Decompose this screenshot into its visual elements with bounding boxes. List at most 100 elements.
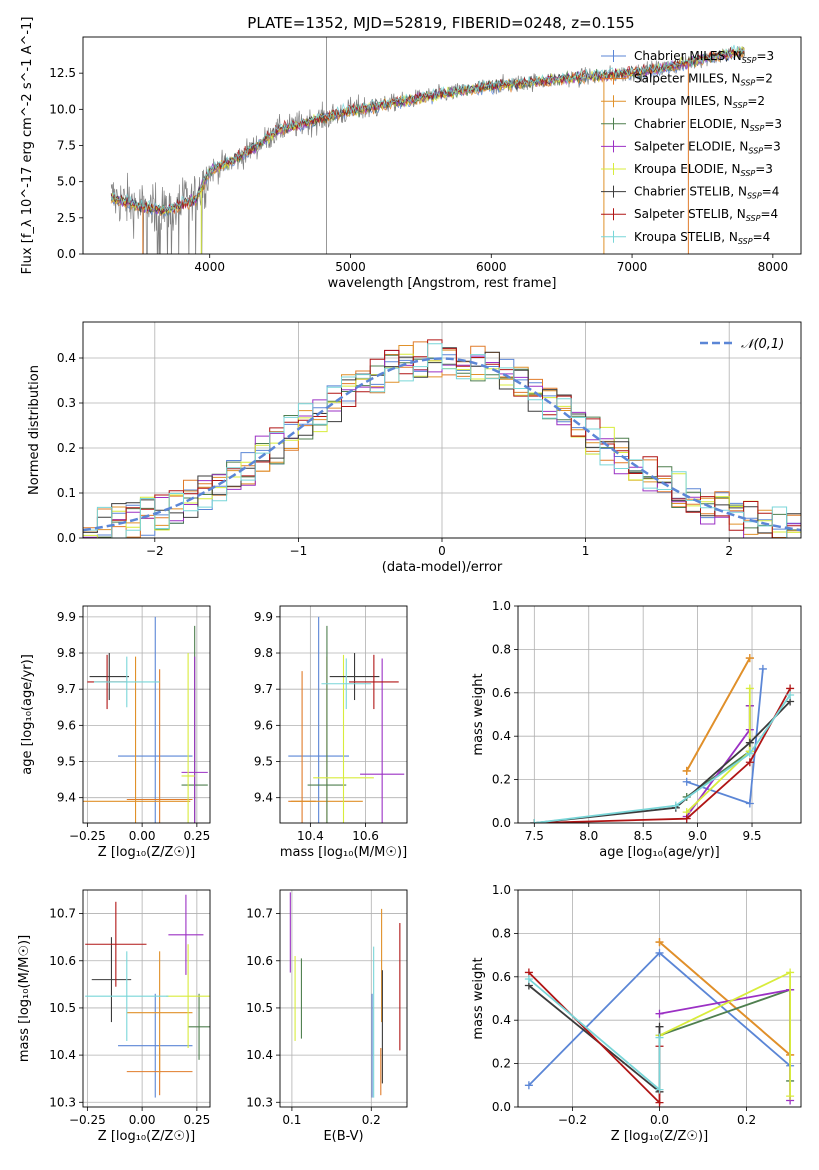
axes-mass-vs-EBV: 0.1 0.2 10.3 10.4 10.5 10.6 10.7 E(B-V) (246, 889, 408, 1144)
legend-label: Salpeter STELIB, NSSP=4 (634, 207, 778, 223)
legend-label: Kroupa MILES, NSSP=2 (634, 94, 765, 110)
tick-label-x: 10.4 (297, 829, 324, 843)
tick-label-y: 9.5 (254, 755, 273, 769)
tick-label-x: 6000 (476, 260, 507, 274)
tick-label-y: 9.7 (57, 682, 76, 696)
errorbar-salpeter-elodie (168, 894, 204, 975)
series-point (786, 968, 795, 977)
legend-label: Chabrier STELIB, NSSP=4 (634, 185, 779, 201)
series-point (530, 819, 539, 823)
plot-layer: 4000 5000 6000 7000 80000.02.55.07.510.012.5… (17, 17, 802, 1144)
tick-label-y: 0.2 (57, 441, 76, 455)
axes-weight-vs-Z: −0.2 0.0 0.2 0.0 0.2 0.4 0.6 0.8 1.0 Z [log₁₀(Z/Z… (471, 883, 802, 1144)
tick-label-x: −0.25 (69, 829, 106, 843)
tick-label-x: 0.25 (184, 1113, 211, 1127)
tick-label-x: 7.5 (525, 829, 544, 843)
plot-area-age-vs-mass (288, 616, 405, 823)
errorbar-chabrier-stelib (329, 653, 380, 701)
tick-label-y: 10.3 (49, 1095, 76, 1109)
tick-label-y: 9.4 (254, 791, 273, 805)
errorbar-chabrier-miles (118, 993, 193, 1098)
tick-label-y: 0.4 (57, 351, 76, 365)
axis-label-x: wavelength [Angstrom, rest frame] (328, 276, 557, 291)
axis-label-x: Z [log₁₀(Z/Z☉)] (611, 1129, 708, 1144)
series-point (655, 1085, 664, 1094)
tick-label-y: 10.4 (246, 1048, 273, 1062)
model-line (110, 44, 745, 213)
series-kroupa-stelib (530, 690, 795, 823)
errorbar-chabrier-miles (288, 616, 350, 823)
axes-spectrum: 4000 5000 6000 7000 8000 0.0 2.5 5.0 7.5 10.0 12.5… (20, 17, 802, 291)
series-point (758, 664, 767, 673)
tick-label-y: 9.9 (254, 610, 273, 624)
tick-label-x: 1 (582, 544, 590, 558)
tick-label-x: 0.00 (129, 1113, 156, 1127)
tick-label-x: 8000 (758, 260, 789, 274)
errorbar-chabrier-stelib (89, 653, 129, 701)
axis-label-x: age [log₁₀(age/yr)] (599, 845, 720, 860)
axes-frame (82, 36, 802, 255)
errorbar-kroupa-miles (126, 951, 193, 1074)
tick-label-x: 9.0 (688, 829, 707, 843)
tick-label-y: 0.8 (492, 926, 511, 940)
axis-label-x: E(B-V) (323, 1129, 363, 1144)
series-point (655, 1022, 664, 1031)
tick-label-y: 9.9 (57, 610, 76, 624)
errorbar-kroupa-stelib (93, 656, 160, 708)
tick-label-x: 2 (725, 544, 733, 558)
tick-label-y: 10.5 (246, 1001, 273, 1015)
tick-label-y: 0.0 (492, 816, 511, 830)
series-point (745, 684, 754, 693)
axes-age-vs-Z: −0.25 0.00 0.25 9.4 9.5 9.6 9.7 9.8 9.9 Z [log₁₀(… (20, 605, 211, 860)
histogram-salpeter-elodie (83, 350, 801, 538)
axes-frame (517, 605, 802, 824)
tick-label-y: 10.7 (49, 907, 76, 921)
axes-frame (82, 321, 802, 539)
series-point (655, 1033, 664, 1042)
series-point (745, 738, 754, 747)
legend-label: Salpeter ELODIE, NSSP=3 (634, 139, 781, 155)
plot-area-weight-vs-Z (524, 938, 795, 1107)
series-point (745, 749, 754, 758)
tick-label-y: 7.5 (57, 139, 76, 153)
tick-label-x: 0 (438, 544, 446, 558)
series-line (658, 941, 791, 1056)
tick-label-y: 5.0 (57, 175, 76, 189)
plot-area-mass-vs-EBV (289, 892, 401, 1098)
axis-label-y: mass weight (471, 957, 486, 1039)
axis-label-x: (data-model)/error (382, 560, 503, 575)
tick-label-x: 7000 (617, 260, 648, 274)
tick-label-y: 0.3 (57, 396, 76, 410)
tick-label-y: 0.4 (492, 1013, 511, 1027)
tick-label-y: 0.1 (57, 486, 76, 500)
series-point (655, 1098, 664, 1107)
tick-label-y: 10.3 (246, 1095, 273, 1109)
series-point (524, 1081, 533, 1090)
tick-label-y: 0.4 (492, 729, 511, 743)
axis-label-y: age [log₁₀(age/yr)] (20, 654, 35, 775)
axes-frame (82, 605, 211, 824)
series-point (682, 766, 691, 775)
series-kroupa-miles (682, 654, 754, 775)
legend-label: 𝒩(0,1) (741, 337, 784, 352)
tick-label-y: 0.2 (492, 1057, 511, 1071)
plot-area-weight-vs-age (530, 654, 795, 823)
axes-age-vs-mass: 10.4 10.6 9.4 9.5 9.6 9.7 9.8 9.9 mass [log₁₀(M/… (254, 605, 408, 860)
tick-label-x: −0.2 (558, 1113, 587, 1127)
tick-label-y: 9.4 (57, 791, 76, 805)
tick-label-x: 0.1 (282, 1113, 301, 1127)
tick-label-y: 9.8 (254, 646, 273, 660)
legend-label: Kroupa STELIB, NSSP=4 (634, 230, 770, 246)
errorbar-kroupa-elodie (313, 654, 374, 823)
tick-label-x: −1 (290, 544, 308, 558)
axis-label-y: Normed distribution (27, 365, 42, 495)
tick-label-y: 9.5 (57, 755, 76, 769)
errorbar-kroupa-stelib (85, 951, 169, 1041)
errorbar-kroupa-elodie (181, 653, 195, 823)
tick-label-y: 1.0 (492, 599, 511, 613)
series-line (534, 694, 791, 823)
axes-frame (279, 605, 408, 824)
axes-mass-vs-Z: −0.25 0.00 0.25 10.3 10.4 10.5 10.6 10.7 Z [log₁… (17, 889, 211, 1144)
tick-label-x: 9.5 (742, 829, 761, 843)
